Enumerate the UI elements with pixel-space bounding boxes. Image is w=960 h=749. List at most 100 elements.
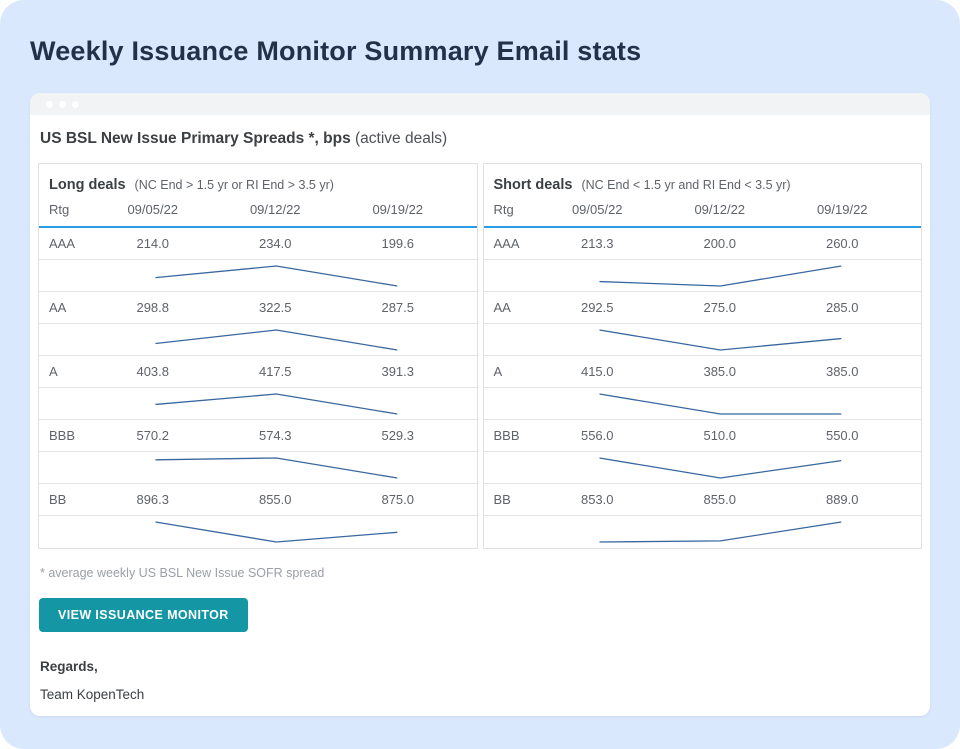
sparkline-row	[39, 388, 477, 420]
table-row: BB 853.0 855.0 889.0	[483, 484, 921, 516]
spread-value: 574.3	[258, 428, 292, 443]
sparkline-chart	[597, 452, 844, 484]
spread-value: 855.0	[258, 492, 292, 507]
spread-value: 853.0	[580, 492, 614, 507]
spread-value: 889.0	[825, 492, 859, 507]
sparkline-row	[483, 388, 921, 420]
spread-value: 415.0	[580, 364, 614, 379]
sparkline-chart	[153, 324, 400, 356]
column-header: 09/05/22	[571, 202, 623, 217]
table-title-row: Short deals (NC End < 1.5 yr and RI End …	[484, 164, 922, 202]
sparkline-chart	[597, 324, 844, 356]
sparkline-row	[39, 516, 477, 548]
spread-value: 896.3	[136, 492, 170, 507]
rating-label: A	[493, 364, 503, 379]
spread-value: 234.0	[258, 236, 292, 251]
spread-value: 855.0	[703, 492, 737, 507]
table-title: Short deals	[493, 177, 573, 193]
sparkline-row	[39, 324, 477, 356]
table-row: AAA 213.3 200.0 260.0	[483, 228, 921, 260]
spread-value: 213.3	[580, 236, 614, 251]
column-header: 09/19/22	[372, 202, 424, 217]
spread-value: 287.5	[381, 300, 415, 315]
window-dot-icon	[72, 100, 79, 108]
column-header: Rtg	[49, 202, 70, 217]
rating-label: AAA	[49, 236, 76, 251]
table-row: AAA 214.0 234.0 199.6	[39, 228, 477, 260]
table-subtitle: (NC End > 1.5 yr or RI End > 3.5 yr)	[134, 178, 334, 192]
spread-value: 385.0	[825, 364, 859, 379]
signature: Team KopenTech	[40, 687, 145, 702]
spread-value: 285.0	[825, 300, 859, 315]
spread-value: 875.0	[381, 492, 415, 507]
spread-value: 214.0	[136, 236, 170, 251]
spread-value: 322.5	[258, 300, 292, 315]
table-row: A 415.0 385.0 385.0	[483, 356, 921, 388]
table-body: AAA 213.3 200.0 260.0 AA 292.5 275.0 285.0 A 415.…	[483, 228, 922, 548]
sparkline-chart	[153, 388, 400, 420]
sparkline-row	[483, 324, 921, 356]
email-card: US BSL New Issue Primary Spreads *, bps …	[30, 93, 930, 716]
table-header-row: Rtg 09/05/22 09/12/22 09/19/22	[483, 202, 921, 228]
spread-value: 275.0	[703, 300, 737, 315]
spread-value: 529.3	[381, 428, 415, 443]
window-titlebar	[30, 93, 930, 115]
spread-value: 298.8	[136, 300, 170, 315]
card-body: US BSL New Issue Primary Spreads *, bps …	[30, 130, 930, 702]
sparkline-chart	[153, 260, 400, 292]
tables: Long deals (NC End > 1.5 yr or RI End > …	[38, 163, 922, 549]
spread-value: 550.0	[825, 428, 859, 443]
column-header: 09/12/22	[694, 202, 746, 217]
card-heading: US BSL New Issue Primary Spreads *, bps …	[40, 130, 920, 148]
sparkline-row	[39, 260, 477, 292]
table-row: BB 896.3 855.0 875.0	[39, 484, 477, 516]
footnote: * average weekly US BSL New Issue SOFR s…	[40, 566, 325, 580]
spread-value: 417.5	[258, 364, 292, 379]
sparkline-chart	[597, 260, 844, 292]
sparkline-chart	[153, 452, 400, 484]
column-header: Rtg	[493, 202, 514, 217]
spread-table: Short deals (NC End < 1.5 yr and RI End …	[482, 163, 922, 549]
sparkline-row	[483, 260, 921, 292]
sparkline-row	[483, 452, 921, 484]
spread-value: 260.0	[825, 236, 859, 251]
table-subtitle: (NC End < 1.5 yr and RI End < 3.5 yr)	[581, 178, 791, 192]
rating-label: AAA	[493, 236, 520, 251]
rating-label: A	[49, 364, 58, 379]
rating-label: AA	[49, 300, 67, 315]
spread-value: 556.0	[580, 428, 614, 443]
column-header: 09/12/22	[249, 202, 301, 217]
table-row: AA 298.8 322.5 287.5	[39, 292, 477, 324]
sparkline-row	[484, 516, 922, 548]
window-dot-icon	[59, 100, 66, 108]
page-title: Weekly Issuance Monitor Summary Email st…	[30, 36, 642, 66]
column-header: 09/19/22	[816, 202, 868, 217]
card-heading-light: (active deals)	[355, 130, 448, 147]
card-heading-bold: US BSL New Issue Primary Spreads *, bps	[40, 130, 351, 147]
rating-label: BB	[493, 492, 511, 507]
table-row: BBB 570.2 574.3 529.3	[39, 420, 477, 452]
table-row: A 403.8 417.5 391.3	[39, 356, 477, 388]
table-header-row: Rtg 09/05/22 09/12/22 09/19/22	[39, 202, 477, 228]
column-header: 09/05/22	[127, 202, 179, 217]
spread-table: Long deals (NC End > 1.5 yr or RI End > …	[38, 163, 478, 549]
spread-value: 200.0	[703, 236, 737, 251]
rating-label: BB	[49, 492, 67, 507]
rating-label: AA	[493, 300, 511, 315]
spread-value: 403.8	[136, 364, 170, 379]
table-row: BBB 556.0 510.0 550.0	[483, 420, 921, 452]
spread-value: 510.0	[703, 428, 737, 443]
rating-label: BBB	[493, 428, 520, 443]
spread-value: 199.6	[381, 236, 415, 251]
table-body: AAA 214.0 234.0 199.6 AA 298.8 322.5 287.5 A 403.…	[39, 228, 477, 548]
window-dot-icon	[46, 100, 53, 108]
table-title-row: Long deals (NC End > 1.5 yr or RI End > …	[39, 164, 477, 202]
spread-value: 570.2	[136, 428, 170, 443]
view-issuance-monitor-button[interactable]: VIEW ISSUANCE MONITOR	[39, 598, 248, 632]
sparkline-chart	[597, 516, 844, 548]
table-title: Long deals	[49, 177, 126, 193]
table-row: AA 292.5 275.0 285.0	[483, 292, 921, 324]
spread-value: 292.5	[580, 300, 614, 315]
spread-value: 391.3	[381, 364, 415, 379]
